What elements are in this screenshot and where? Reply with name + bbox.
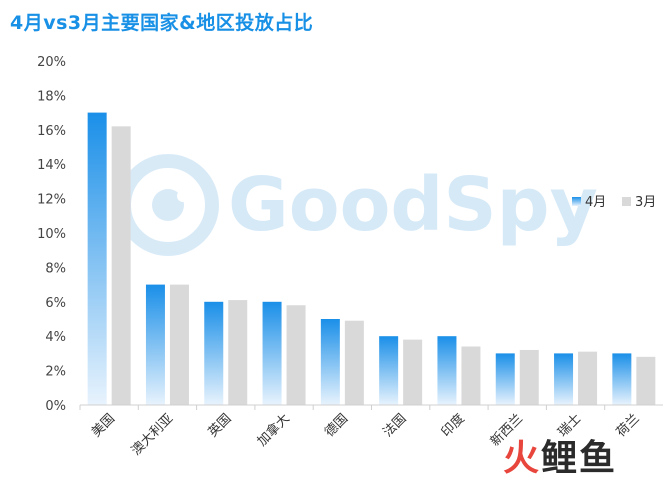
bar-mar	[169, 284, 189, 405]
y-tick-label: 4%	[45, 330, 66, 345]
legend: 4月 3月	[572, 195, 656, 210]
x-tick-label: 荷兰	[614, 411, 643, 440]
bar-apr	[204, 301, 224, 405]
watermark-logo-icon	[117, 154, 219, 256]
chart-title: 4月vs3月主要国家&地区投放占比	[10, 12, 314, 34]
bar-apr	[320, 319, 340, 405]
bar-apr	[87, 112, 107, 405]
watermark: GoodSpy	[117, 154, 598, 256]
x-tick-label: 印度	[438, 411, 468, 441]
y-tick-label: 18%	[37, 89, 66, 104]
bars	[79, 112, 656, 410]
x-tick-label: 瑞士	[555, 411, 584, 440]
corner-logo-char-3: 鱼	[579, 438, 615, 479]
y-tick-label: 0%	[45, 399, 66, 414]
bar-mar	[403, 339, 423, 405]
bar-mar	[578, 351, 598, 405]
bar-mar	[519, 349, 539, 405]
y-tick-label: 14%	[37, 158, 66, 173]
watermark-text: GoodSpy	[228, 162, 598, 248]
legend-label-mar: 3月	[635, 195, 656, 210]
bar-mar	[461, 346, 481, 405]
x-tick-label: 德国	[322, 411, 351, 440]
x-tick-label: 澳大利亚	[128, 411, 176, 459]
bar-mar	[111, 126, 131, 406]
bar-mar	[286, 305, 306, 405]
y-tick-label: 16%	[37, 124, 66, 139]
x-tick-label: 英国	[206, 411, 235, 440]
corner-logo: 火 鲤 鱼	[503, 438, 615, 479]
y-tick-label: 10%	[37, 227, 66, 242]
bar-apr	[554, 353, 574, 405]
x-tick-label: 美国	[89, 411, 118, 440]
x-tick-label: 加拿大	[254, 411, 293, 450]
legend-label-apr: 4月	[585, 195, 606, 210]
legend-swatch-apr	[572, 197, 581, 206]
bar-mar	[344, 320, 364, 405]
y-tick-label: 8%	[45, 261, 66, 276]
y-tick-label: 6%	[45, 296, 66, 311]
y-tick-label: 20%	[37, 55, 66, 70]
bar-mar	[228, 300, 248, 405]
x-tick-label: 法国	[380, 411, 409, 440]
corner-logo-char-1: 火	[503, 438, 539, 479]
y-axis: 0% 2% 4% 6% 8% 10% 12% 14% 16% 18% 20%	[37, 55, 66, 414]
bar-mar	[636, 356, 656, 405]
y-tick-label: 12%	[37, 193, 66, 208]
legend-swatch-mar	[622, 197, 631, 206]
bar-apr	[262, 301, 282, 405]
y-tick-label: 2%	[45, 365, 66, 380]
corner-logo-char-2: 鲤	[541, 438, 577, 479]
bar-apr	[379, 336, 399, 405]
bar-apr	[495, 353, 515, 405]
bar-apr	[437, 336, 457, 405]
bar-apr	[612, 353, 632, 405]
bar-apr	[145, 284, 165, 405]
